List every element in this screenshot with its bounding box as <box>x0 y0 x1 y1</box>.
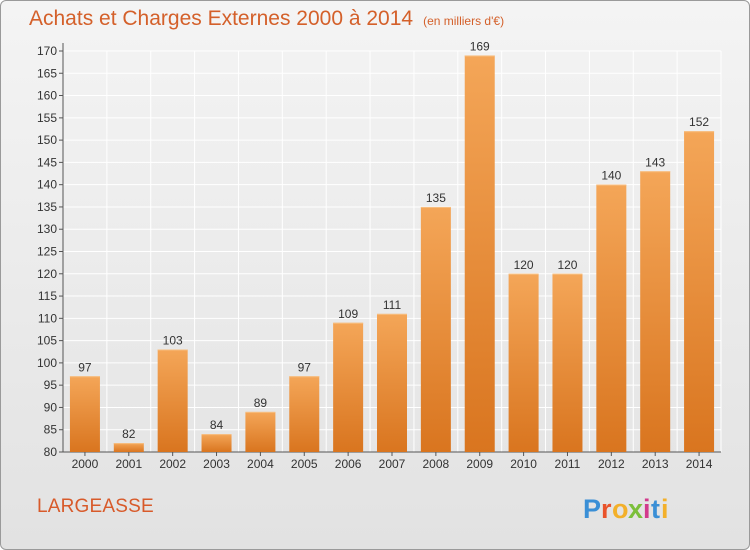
bar-2014 <box>684 131 715 452</box>
x-tick-label-2000: 2000 <box>72 457 99 471</box>
x-tick-label-2006: 2006 <box>335 457 362 471</box>
x-tick-label-2012: 2012 <box>598 457 625 471</box>
data-label-2005: 97 <box>298 360 312 374</box>
y-tick-label: 110 <box>38 311 57 325</box>
y-tick-label: 165 <box>37 66 57 80</box>
logo-letter: i <box>661 494 669 524</box>
data-label-2004: 89 <box>254 396 268 410</box>
chart-title-text: Achats et Charges Externes 2000 à 2014 <box>29 7 414 30</box>
y-tick-label: 100 <box>37 356 57 370</box>
bar-2002 <box>157 349 188 452</box>
y-tick-label: 160 <box>37 89 57 103</box>
logo-letter: i <box>643 494 651 524</box>
data-label-2010: 120 <box>514 258 534 272</box>
logo-letter: r <box>601 494 612 524</box>
data-label-2002: 103 <box>163 334 183 348</box>
bar-2010 <box>508 273 539 452</box>
x-tick-label-2011: 2011 <box>555 457 581 471</box>
y-tick-label: 115 <box>38 289 57 303</box>
data-label-2001: 82 <box>122 427 136 441</box>
chart-subtitle: (en milliers d'€) <box>423 14 505 28</box>
data-label-2003: 84 <box>210 418 224 432</box>
x-tick-label-2014: 2014 <box>686 457 713 471</box>
bar-2009 <box>464 55 495 452</box>
x-tick-label-2001: 2001 <box>115 457 142 471</box>
data-label-2008: 135 <box>426 191 446 205</box>
x-tick-label-2007: 2007 <box>379 457 406 471</box>
x-tick-label-2010: 2010 <box>510 457 537 471</box>
x-tick-label-2004: 2004 <box>247 457 274 471</box>
y-tick-label: 125 <box>37 245 57 259</box>
bar-2013 <box>640 171 671 453</box>
y-tick-label: 145 <box>37 155 57 169</box>
x-tick-label-2009: 2009 <box>466 457 493 471</box>
x-tick-label-2003: 2003 <box>203 457 230 471</box>
data-label-2014: 152 <box>689 115 709 129</box>
y-tick-label: 155 <box>37 111 57 125</box>
y-tick-label: 80 <box>44 445 58 459</box>
commune-name: LARGEASSE <box>37 496 154 517</box>
data-label-2009: 169 <box>470 39 490 53</box>
x-tick-label-2008: 2008 <box>423 457 450 471</box>
bar-2003 <box>201 434 232 452</box>
bar-2005 <box>289 376 320 452</box>
data-label-2006: 109 <box>338 307 358 321</box>
x-tick-label-2002: 2002 <box>159 457 186 471</box>
y-tick-label: 135 <box>37 200 57 214</box>
data-label-2012: 140 <box>601 169 621 183</box>
data-label-2007: 111 <box>383 298 402 312</box>
y-tick-label: 170 <box>37 44 57 58</box>
logo-letter: o <box>612 494 629 524</box>
y-tick-label: 150 <box>37 133 57 147</box>
data-label-2013: 143 <box>645 155 665 169</box>
bar-2012 <box>596 184 627 452</box>
bar-2008 <box>420 206 451 452</box>
bar-2011 <box>552 273 583 452</box>
x-tick-label-2005: 2005 <box>291 457 318 471</box>
y-tick-label: 105 <box>37 334 57 348</box>
bar-2006 <box>333 322 364 452</box>
logo-letter: t <box>651 494 660 524</box>
bars <box>69 55 715 453</box>
data-label-2011: 120 <box>557 258 577 272</box>
bar-2004 <box>245 411 276 452</box>
chart-title: Achats et Charges Externes 2000 à 2014 (e… <box>29 7 504 31</box>
y-tick-label: 95 <box>44 378 58 392</box>
x-tick-label-2013: 2013 <box>642 457 669 471</box>
y-tick-label: 90 <box>44 400 58 414</box>
y-tick-label: 140 <box>37 178 57 192</box>
y-tick-label: 130 <box>37 222 57 236</box>
labels: 97 2000 82 2001 103 2002 84 2003 89 2004 97 2005 109… <box>72 39 713 471</box>
logo-letter: P <box>583 494 601 524</box>
bar-2001 <box>113 443 144 452</box>
bar-2000 <box>69 376 100 452</box>
data-label-2000: 97 <box>78 360 92 374</box>
bar-2007 <box>377 313 407 452</box>
y-tick-label: 120 <box>37 267 57 281</box>
logo-letter: x <box>628 494 643 524</box>
y-tick-label: 85 <box>44 423 58 437</box>
